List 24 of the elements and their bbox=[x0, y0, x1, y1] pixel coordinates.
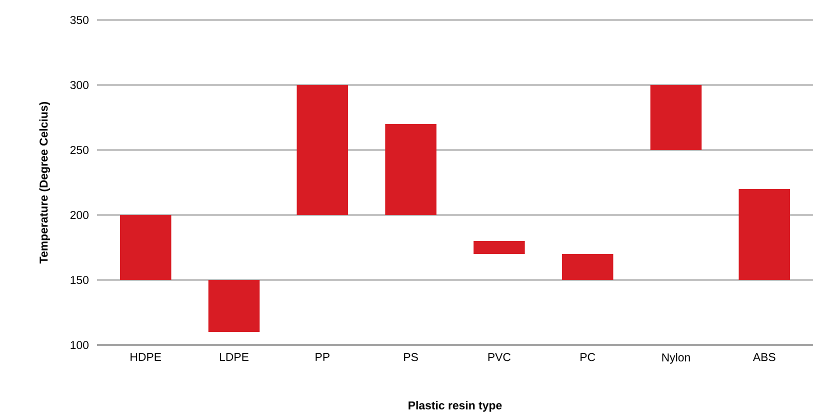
bar bbox=[208, 280, 260, 332]
x-tick-label: PVC bbox=[488, 353, 511, 362]
bar bbox=[562, 254, 614, 280]
y-tick-label: 150 bbox=[70, 276, 89, 284]
x-tick-label: HDPE bbox=[130, 353, 162, 361]
x-tick-label: PP bbox=[316, 353, 330, 361]
y-tick-label: 200 bbox=[70, 210, 89, 220]
x-axis-title: Plastic resin type bbox=[408, 401, 502, 412]
bar bbox=[120, 215, 172, 280]
bar bbox=[650, 84, 702, 150]
y-tick-label: 250 bbox=[70, 146, 89, 154]
bar bbox=[474, 241, 525, 254]
y-tick-label: 300 bbox=[70, 80, 89, 90]
x-tick-label: PS bbox=[404, 353, 418, 362]
bar bbox=[385, 124, 436, 215]
bar bbox=[296, 84, 348, 215]
y-tick-label: 350 bbox=[70, 16, 89, 24]
x-tick-label: PC bbox=[580, 353, 596, 362]
x-tick-label: Nylon bbox=[662, 353, 690, 364]
x-tick-label: LDPE bbox=[220, 353, 248, 361]
x-tick-label: ABS bbox=[752, 353, 776, 362]
y-axis-title: Temperature (Degree Celcius) bbox=[39, 102, 50, 264]
bar bbox=[738, 189, 790, 280]
y-tick-label: 100 bbox=[70, 340, 89, 350]
